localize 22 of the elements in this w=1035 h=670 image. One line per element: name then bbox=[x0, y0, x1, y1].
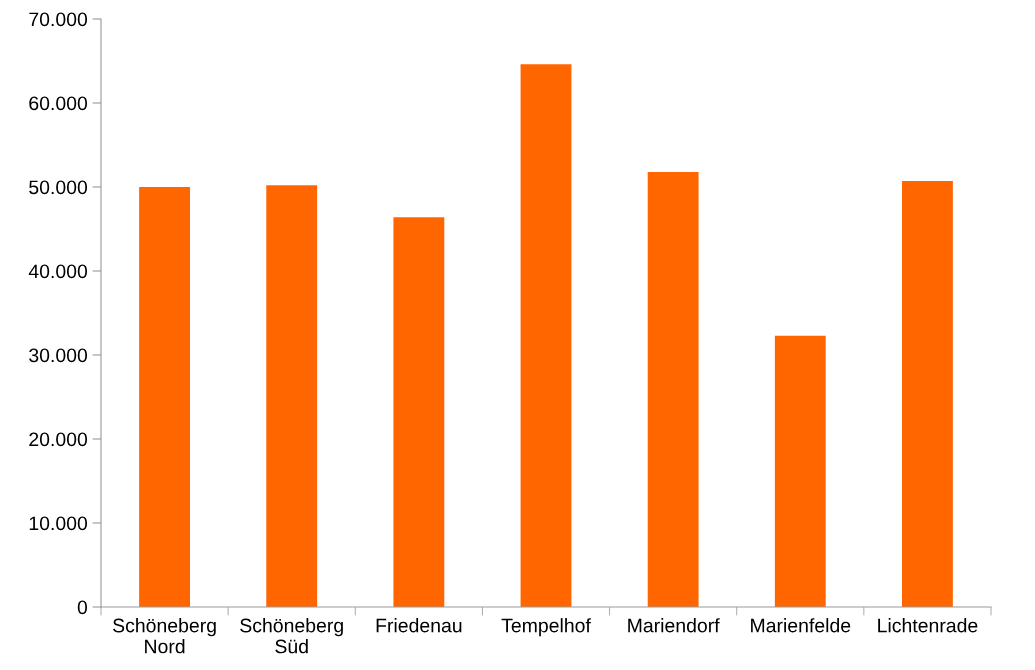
x-tick-label: Schöneberg Süd bbox=[240, 618, 343, 654]
y-tick-label: 60.000 bbox=[29, 96, 88, 111]
x-tick-label: Marienfelde bbox=[751, 618, 851, 633]
y-tick-label: 50.000 bbox=[29, 180, 88, 195]
y-tick-label: 30.000 bbox=[29, 348, 88, 363]
y-tick-label: 70.000 bbox=[29, 12, 88, 27]
x-tick-label: Tempelhof bbox=[501, 618, 591, 637]
y-tick-label: 10.000 bbox=[29, 516, 88, 531]
x-tick-label: Mariendorf bbox=[628, 618, 720, 633]
bar bbox=[520, 64, 572, 607]
x-tick-label: Friedenau bbox=[376, 618, 462, 633]
bar bbox=[774, 335, 826, 607]
y-tick-label: 0 bbox=[77, 600, 88, 615]
bar bbox=[266, 185, 318, 607]
bar bbox=[647, 171, 699, 607]
y-tick-label: 20.000 bbox=[29, 432, 88, 447]
y-tick-label: 40.000 bbox=[28, 264, 88, 279]
x-tick-label: Schöneberg Nord bbox=[113, 618, 216, 654]
bar bbox=[139, 187, 190, 607]
bar bbox=[902, 181, 953, 607]
bar bbox=[393, 217, 445, 607]
x-tick-label: Lichtenrade bbox=[878, 618, 978, 633]
